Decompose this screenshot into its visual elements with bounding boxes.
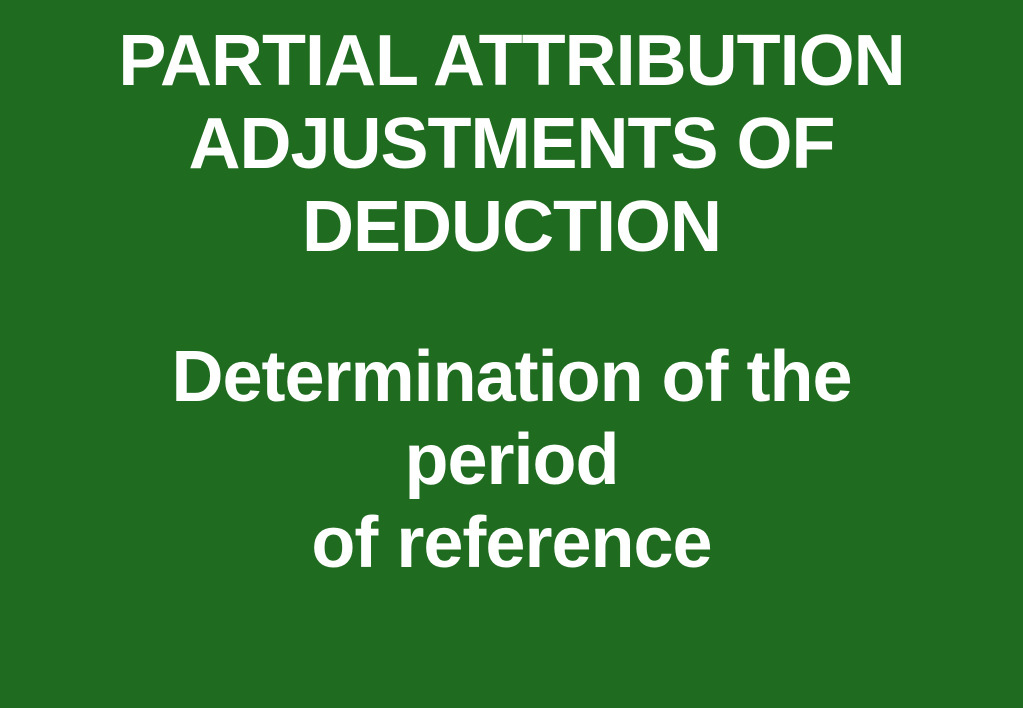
title-line-2: ADJUSTMENTS OF	[118, 103, 904, 186]
slide-title: PARTIAL ATTRIBUTION ADJUSTMENTS OF DEDUC…	[118, 20, 904, 268]
slide-subtitle: Determination of the period of reference	[171, 336, 851, 584]
subtitle-line-3: of reference	[171, 502, 851, 585]
title-line-1: PARTIAL ATTRIBUTION	[118, 20, 904, 103]
title-line-3: DEDUCTION	[118, 186, 904, 269]
subtitle-line-2: period	[171, 419, 851, 502]
subtitle-line-1: Determination of the	[171, 336, 851, 419]
slide-container: PARTIAL ATTRIBUTION ADJUSTMENTS OF DEDUC…	[0, 0, 1023, 708]
